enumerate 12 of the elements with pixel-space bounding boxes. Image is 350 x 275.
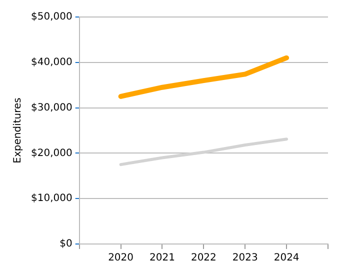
y-tick-label: $0 bbox=[60, 238, 72, 250]
y-axis-title: Expenditures bbox=[12, 98, 24, 164]
y-tick-label: $10,000 bbox=[30, 193, 72, 204]
x-tick-label: 2024 bbox=[274, 252, 300, 264]
y-tick-label: $50,000 bbox=[30, 12, 72, 23]
x-tick-label: 2022 bbox=[190, 252, 216, 264]
y-tick-label: $40,000 bbox=[30, 56, 72, 68]
y-tick-label: $20,000 bbox=[30, 148, 72, 159]
y-tick-label: $30,000 bbox=[30, 102, 72, 114]
x-tick-label: 2023 bbox=[232, 252, 258, 264]
x-tick-label: 2020 bbox=[108, 252, 134, 264]
x-tick-label: 2021 bbox=[150, 252, 175, 264]
